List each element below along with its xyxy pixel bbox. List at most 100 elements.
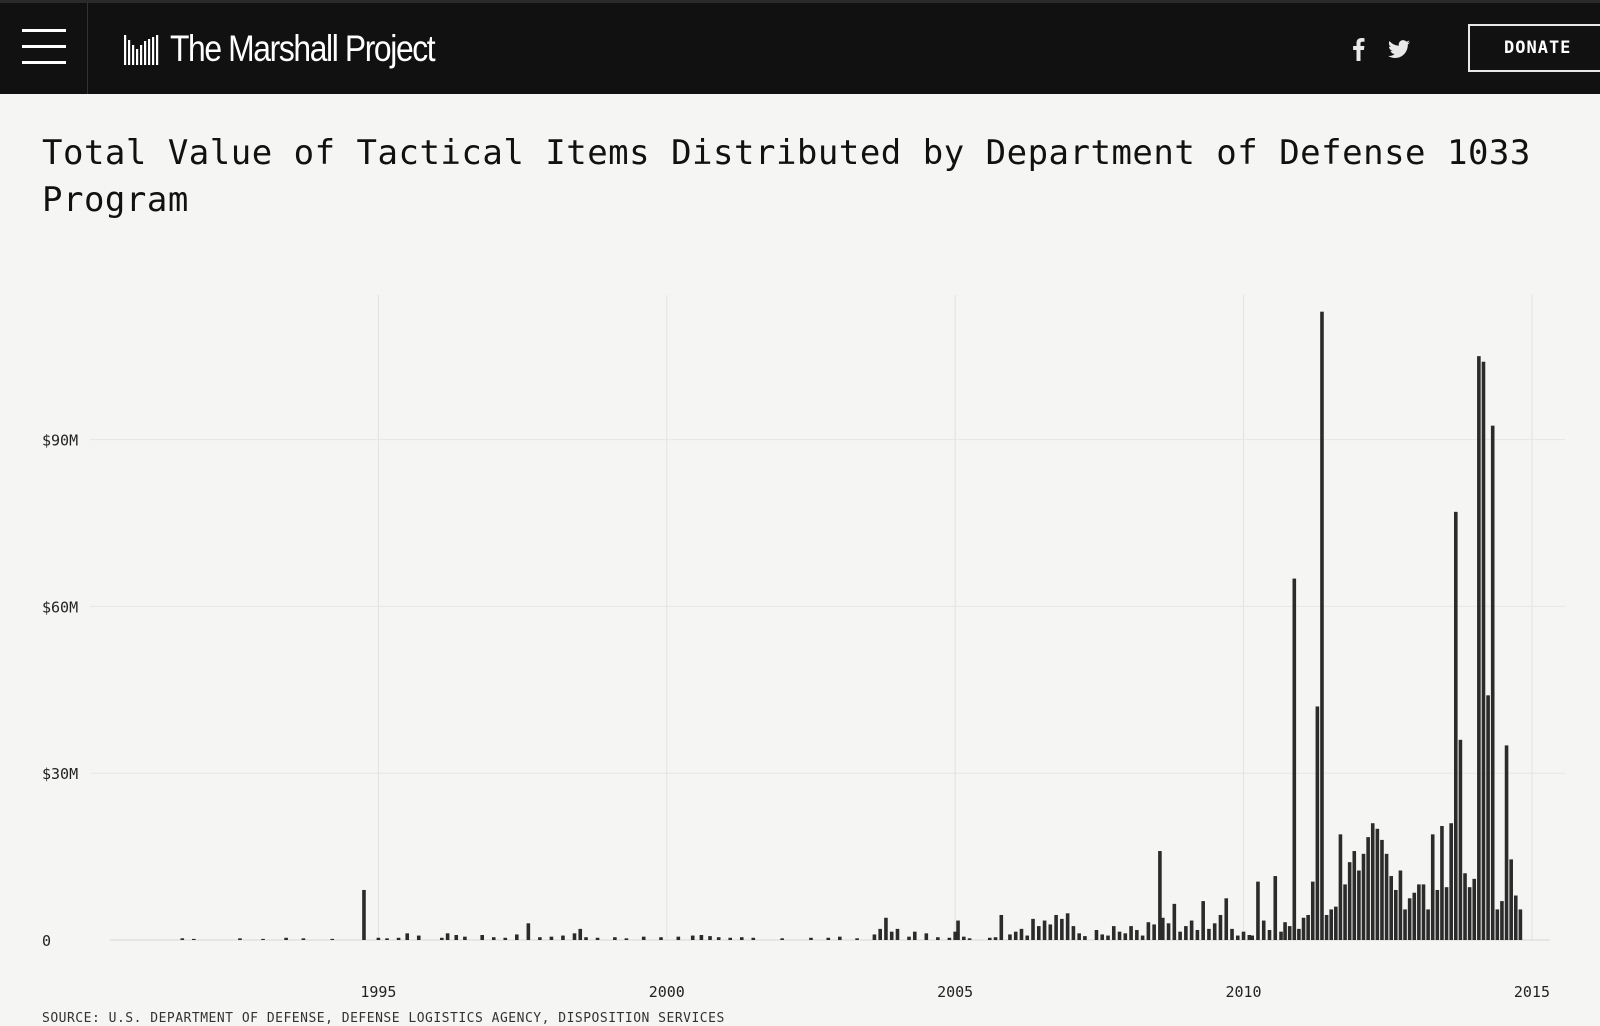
bar [1019, 928, 1024, 940]
bar [1212, 923, 1217, 940]
bar [739, 937, 744, 940]
bar [1094, 929, 1099, 940]
hamburger-icon-line [22, 45, 66, 48]
bar [1440, 826, 1444, 940]
bar [872, 934, 877, 940]
bar [716, 937, 721, 940]
bar [884, 917, 888, 940]
bar [1036, 926, 1041, 940]
bar [1235, 935, 1240, 940]
bar [491, 937, 496, 940]
x-tick-label: 2000 [649, 983, 685, 1001]
bar [624, 938, 629, 940]
bar [855, 938, 859, 940]
bar [987, 937, 992, 940]
bar [454, 935, 459, 940]
bar [1224, 898, 1229, 940]
bar [878, 928, 882, 940]
bar [924, 933, 929, 940]
bar [1241, 931, 1246, 940]
chart-tick-labels: 1995 2000 2005 2010 2015 0 $30M $60M $90M [42, 432, 1550, 1001]
bar [889, 931, 894, 940]
bar [1435, 889, 1440, 940]
bar [1357, 870, 1361, 940]
bar [463, 936, 467, 940]
bar [1412, 892, 1417, 940]
bar [1135, 929, 1139, 940]
bar [1458, 739, 1463, 940]
bar [1509, 859, 1513, 941]
bar [1366, 837, 1370, 940]
bar [1077, 933, 1081, 940]
bar [1343, 884, 1347, 940]
bar [1463, 873, 1467, 940]
bar [728, 937, 733, 940]
bar [1444, 887, 1449, 940]
bar [1490, 425, 1495, 940]
site-logo[interactable]: The Marshall Project [124, 25, 477, 73]
bar [895, 928, 900, 940]
menu-button[interactable] [0, 3, 88, 94]
bar [1048, 924, 1053, 940]
hamburger-icon-line [22, 61, 66, 64]
x-tick-label: 2015 [1514, 983, 1550, 1001]
bar [1454, 511, 1458, 940]
bar [1403, 909, 1407, 940]
bar [1172, 903, 1177, 940]
bar [936, 937, 940, 940]
bar [376, 937, 381, 940]
bar [962, 936, 966, 940]
bar [699, 935, 704, 940]
bar [1189, 920, 1194, 940]
bar [1123, 933, 1128, 940]
bar [362, 889, 366, 940]
bar [1083, 936, 1087, 940]
bar [1477, 356, 1481, 940]
bar [1301, 917, 1306, 940]
bar [1117, 931, 1122, 940]
bar [1283, 922, 1287, 940]
bar [1398, 870, 1403, 940]
bar [1287, 926, 1292, 940]
bar [993, 937, 998, 940]
bar [953, 931, 957, 940]
bar [947, 937, 952, 940]
bar [613, 937, 617, 940]
bar [330, 938, 335, 940]
bar [526, 923, 531, 940]
bar [1370, 823, 1375, 940]
bar [1306, 914, 1310, 940]
bar [416, 935, 421, 940]
bar [1472, 878, 1477, 940]
bar [584, 937, 588, 940]
bar [1518, 909, 1523, 940]
bar [1481, 361, 1486, 941]
donate-button[interactable]: DONATE [1468, 24, 1600, 72]
bar [641, 936, 646, 940]
bar [1273, 876, 1278, 940]
bars-logo-icon [124, 35, 159, 65]
bar [1361, 853, 1366, 940]
bar [826, 937, 831, 940]
bar [1320, 311, 1324, 940]
bar [1500, 901, 1504, 940]
bar [238, 938, 242, 940]
bar [1230, 928, 1234, 940]
bar [1054, 914, 1058, 940]
bar [676, 936, 681, 940]
y-tick-label: 0 [42, 932, 51, 950]
bar [1247, 935, 1252, 940]
bar [1184, 926, 1188, 940]
twitter-icon[interactable] [1386, 36, 1412, 62]
bar [780, 938, 784, 940]
bar [1195, 929, 1200, 940]
bar [1129, 926, 1133, 940]
y-tick-label: $90M [42, 432, 78, 450]
bar [1315, 706, 1320, 940]
chart-bars [180, 311, 1523, 941]
facebook-icon[interactable] [1346, 36, 1372, 62]
bar [956, 920, 960, 940]
bar [1111, 926, 1116, 940]
bar [1031, 918, 1035, 940]
